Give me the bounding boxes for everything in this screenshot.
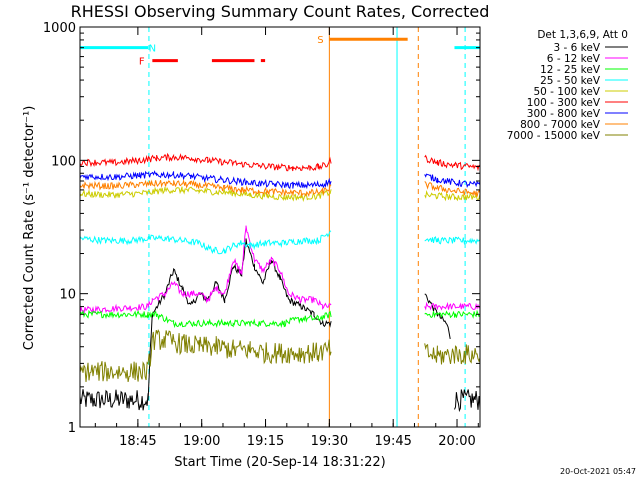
series-line-2 bbox=[79, 225, 481, 315]
flag-annotations: NF S bbox=[80, 35, 480, 68]
y-tick-label-2: 10 bbox=[59, 288, 76, 303]
series-line-4 bbox=[79, 230, 481, 255]
legend-header: Det 1,3,6,9, Att 0 bbox=[537, 29, 628, 41]
x-axis-ticks: 18:45 19:00 19:15 19:30 19:45 20:00 bbox=[94, 27, 479, 449]
plot-frame bbox=[79, 26, 481, 428]
series-line-7 bbox=[79, 170, 481, 190]
legend-label-6: 100 - 300 keV bbox=[527, 97, 601, 109]
x-tick-label-3: 19:15 bbox=[247, 434, 284, 449]
y-axis-label: Corrected Count Rate (s⁻¹ detector⁻¹) bbox=[22, 106, 37, 351]
series-line-8 bbox=[79, 178, 481, 198]
chart-title: RHESSI Observing Summary Count Rates, Co… bbox=[71, 2, 490, 21]
series-line-3 bbox=[79, 309, 481, 329]
legend-label-1: 3 - 6 keV bbox=[553, 42, 600, 54]
timestamp: 20-Oct-2021 05:47 bbox=[560, 467, 636, 476]
flag-label-f: F bbox=[139, 57, 145, 68]
y-tick-label-3: 100 bbox=[51, 154, 76, 169]
flag-label-s: S bbox=[317, 35, 323, 46]
x-axis-label: Start Time (20-Sep-14 18:31:22) bbox=[174, 455, 385, 470]
legend-label-8: 800 - 7000 keV bbox=[520, 119, 601, 131]
legend-label-9: 7000 - 15000 keV bbox=[507, 130, 601, 142]
series-line-9 bbox=[79, 329, 481, 383]
x-tick-label-4: 19:30 bbox=[311, 434, 348, 449]
y-tick-label-4: 1000 bbox=[43, 21, 76, 36]
series-line-5 bbox=[79, 186, 481, 202]
legend-label-4: 25 - 50 keV bbox=[540, 75, 601, 87]
series-line-6 bbox=[79, 152, 481, 172]
x-tick-label-6: 20:00 bbox=[438, 434, 475, 449]
legend-label-2: 6 - 12 keV bbox=[547, 53, 601, 65]
flag-label-n: N bbox=[149, 44, 156, 55]
x-tick-label-2: 19:00 bbox=[183, 434, 220, 449]
y-tick-label-1: 1 bbox=[68, 421, 76, 436]
x-tick-label-1: 18:45 bbox=[119, 434, 156, 449]
legend-label-3: 12 - 25 keV bbox=[540, 64, 601, 76]
legend-label-7: 300 - 800 keV bbox=[527, 108, 601, 120]
x-tick-label-5: 19:45 bbox=[374, 434, 411, 449]
data-series bbox=[79, 152, 481, 413]
legend-label-5: 50 - 100 keV bbox=[533, 86, 600, 98]
y-axis-ticks: 1 10 100 1000 bbox=[43, 21, 480, 436]
